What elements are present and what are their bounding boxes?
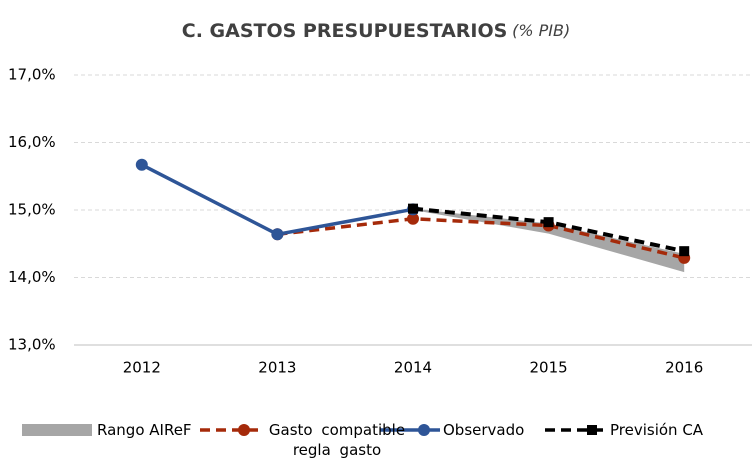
- legend-label: Rango AIReF: [97, 421, 192, 439]
- legend-label: Gasto compatible regla gasto: [268, 421, 406, 459]
- series-line: [141, 163, 414, 237]
- x-tick-label: 2016: [665, 359, 703, 377]
- legend-marker: [587, 425, 597, 435]
- y-tick-label: 15,0%: [8, 201, 56, 219]
- marker: [679, 246, 690, 257]
- y-tick-label: 17,0%: [8, 66, 56, 84]
- legend-label: Previsión CA: [610, 421, 704, 439]
- marker: [543, 217, 554, 228]
- marker: [407, 212, 419, 225]
- legend-marker: [418, 424, 430, 436]
- y-tick-label: 16,0%: [8, 133, 56, 151]
- legend-swatch: [22, 424, 92, 436]
- chart-title: C. GASTOS PRESUPUESTARIOS (% PIB): [182, 20, 570, 42]
- legend-marker: [238, 424, 250, 436]
- y-tick-label: 14,0%: [8, 268, 56, 286]
- marker: [408, 203, 418, 214]
- series-line: [277, 217, 685, 260]
- x-tick-label: 2013: [258, 359, 296, 377]
- marker: [271, 228, 284, 241]
- marker: [135, 158, 148, 171]
- x-tick-label: 2015: [530, 359, 568, 377]
- y-tick-label: 13,0%: [8, 336, 56, 354]
- legend-label: Observado: [443, 421, 525, 439]
- x-tick-label: 2014: [394, 359, 432, 377]
- x-tick-label: 2012: [123, 359, 161, 377]
- subtitle: (% PIB): [512, 21, 570, 40]
- title: C. GASTOS PRESUPUESTARIOS: [182, 20, 508, 42]
